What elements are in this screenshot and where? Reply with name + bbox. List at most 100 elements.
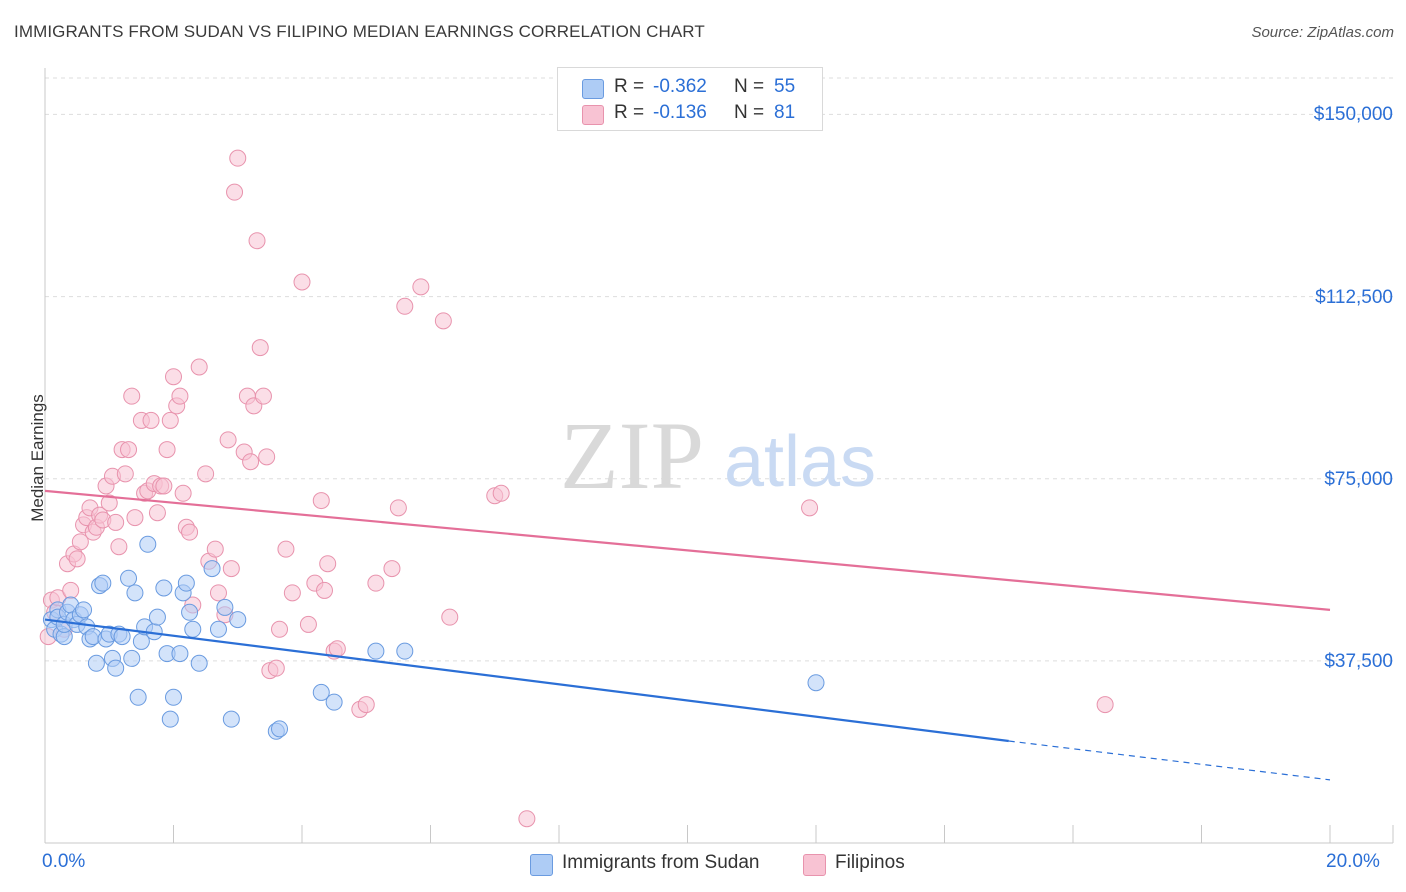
legend-swatch-filipinos [803, 854, 826, 876]
point-sudan [75, 601, 93, 619]
point-filipino [412, 278, 430, 296]
point-filipino [254, 387, 272, 405]
point-filipino [251, 339, 269, 357]
n-value: 55 [774, 76, 796, 97]
point-sudan [161, 710, 179, 728]
y-tick-label-150000: $150,000 [1313, 104, 1393, 126]
point-sudan [222, 710, 240, 728]
point-filipino [174, 484, 192, 502]
source-label: Source: ZipAtlas.com [1251, 24, 1394, 41]
point-sudan [177, 574, 195, 592]
point-sudan [120, 569, 138, 587]
point-filipino [315, 581, 333, 599]
legend-label-sudan: Immigrants from Sudan [562, 852, 760, 873]
y-tick-label-112500: $112,500 [1315, 286, 1393, 308]
point-filipino [441, 608, 459, 626]
y-axis-title: Median Earnings [28, 394, 47, 522]
r-value: -0.362 [653, 76, 707, 97]
axes [44, 68, 1394, 844]
point-filipino [277, 540, 295, 558]
point-filipino [209, 584, 227, 602]
point-filipino [68, 550, 86, 568]
point-filipino [171, 387, 189, 405]
n-label: N = [734, 76, 765, 97]
n-label: N = [734, 102, 765, 123]
watermark-atlas: atlas [724, 422, 876, 502]
point-filipino [312, 492, 330, 510]
point-filipino [801, 499, 819, 517]
x-tick-label-max: 20.0% [1326, 851, 1380, 872]
point-sudan [396, 642, 414, 660]
point-sudan [181, 603, 199, 621]
point-filipino [62, 581, 80, 599]
point-sudan [129, 688, 147, 706]
point-filipino [271, 620, 289, 638]
x-tick-label-min: 0.0% [42, 851, 86, 872]
point-filipino [190, 358, 208, 376]
point-sudan [148, 608, 166, 626]
point-filipino [126, 509, 144, 527]
trend-extension-sudan [1008, 740, 1331, 781]
point-filipino [226, 183, 244, 201]
point-sudan [123, 649, 141, 667]
point-filipino [299, 615, 317, 633]
point-filipino [142, 411, 160, 429]
point-filipino [229, 149, 247, 167]
watermark: ZIP atlas [560, 402, 876, 509]
point-filipino [120, 441, 138, 459]
point-filipino [100, 494, 118, 512]
point-filipino [389, 499, 407, 517]
point-filipino [1096, 696, 1114, 714]
point-filipino [267, 659, 285, 677]
legend-swatch-filipinos [582, 105, 604, 125]
trend-line-filipino [44, 489, 1331, 611]
point-sudan [367, 642, 385, 660]
point-filipino [148, 504, 166, 522]
point-sudan [155, 579, 173, 597]
point-filipino [107, 513, 125, 531]
point-filipino [123, 387, 141, 405]
r-label: R = [614, 102, 645, 123]
point-sudan [165, 688, 182, 706]
point-sudan [312, 683, 330, 701]
point-sudan [139, 535, 157, 553]
point-sudan [87, 654, 105, 672]
point-filipino [293, 273, 311, 291]
y-tick-label-37500: $37,500 [1324, 650, 1393, 672]
point-filipino [434, 312, 452, 330]
trend-line-sudan [44, 618, 1009, 743]
point-filipino [248, 232, 266, 250]
point-sudan [807, 674, 825, 692]
point-filipino [367, 574, 385, 592]
point-sudan [107, 659, 125, 677]
point-filipino [283, 584, 301, 602]
n-value: 81 [774, 102, 796, 123]
point-sudan [271, 720, 289, 738]
point-filipino [219, 431, 237, 449]
point-filipino [116, 465, 134, 483]
legend-swatch-sudan [530, 854, 553, 876]
legend-row-filipinos: R = -0.136 N = 81 [558, 102, 822, 128]
point-sudan [229, 611, 247, 629]
point-sudan [216, 598, 234, 616]
point-sudan [203, 560, 221, 578]
y-tick-label-75000: $75,000 [1324, 468, 1393, 490]
point-sudan [209, 620, 227, 638]
chart-title: IMMIGRANTS FROM SUDAN VS FILIPINO MEDIAN… [14, 22, 705, 41]
r-value: -0.136 [653, 102, 707, 123]
series-legend: Immigrants from Sudan Filipinos [0, 852, 1406, 878]
grid-lines [45, 77, 1395, 662]
trend-lines [44, 489, 1331, 781]
point-sudan [184, 620, 202, 638]
point-filipino [71, 533, 89, 551]
point-filipino [518, 810, 536, 828]
point-filipino [158, 441, 176, 459]
point-filipino [242, 453, 260, 471]
point-filipino [197, 465, 215, 483]
data-points [39, 149, 1114, 828]
point-sudan [94, 574, 112, 592]
point-filipino [383, 560, 401, 578]
point-filipino [492, 484, 510, 502]
legend-label-filipinos: Filipinos [835, 852, 905, 873]
